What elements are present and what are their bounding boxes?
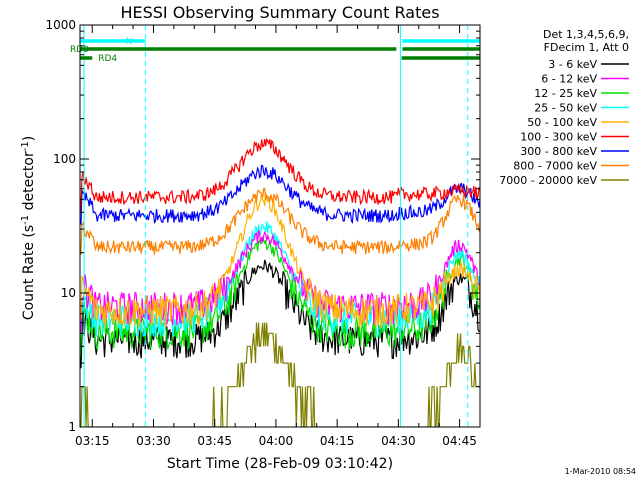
legend-entry: 7000 - 20000 keV (499, 174, 629, 187)
footer-date: 1-Mar-2010 08:54 (565, 467, 636, 476)
y-tick-label: 1 (68, 420, 76, 434)
legend-entry: 12 - 25 keV (534, 87, 629, 100)
y-axis-label: Count Rate (s-1 detector-1) (20, 136, 37, 320)
legend-label: 3 - 6 keV (548, 58, 597, 71)
series-line-800-7000-keV (80, 187, 480, 256)
legend-entry: 300 - 800 keV (520, 145, 629, 158)
legend-label: 12 - 25 keV (534, 87, 597, 100)
legend-entry: 100 - 300 keV (520, 131, 629, 144)
x-tick-label: 04:45 (442, 434, 477, 448)
series-line-300-800-keV (80, 164, 480, 226)
x-tick-label: 03:15 (75, 434, 110, 448)
y-tick-label: 10 (61, 286, 76, 300)
legend-header-line-2: FDecim 1, Att 0 (544, 41, 629, 54)
legend-label: 25 - 50 keV (534, 102, 597, 115)
legend-entry: 50 - 100 keV (527, 116, 629, 129)
series-layer (80, 137, 480, 427)
x-tick-label: 03:45 (197, 434, 232, 448)
legend-label: 6 - 12 keV (541, 73, 597, 86)
y-tick-label: 100 (53, 152, 76, 166)
x-tick-label: 04:15 (320, 434, 355, 448)
chart-title: HESSI Observing Summary Count Rates (120, 3, 439, 22)
x-axis-label: Start Time (28-Feb-09 03:10:42) (167, 456, 393, 472)
x-tick-label: 03:30 (136, 434, 171, 448)
series-line-50-100-keV (80, 191, 480, 329)
legend-header-line-1: Det 1,3,4,5,6,9, (543, 28, 629, 41)
legend-label: 7000 - 20000 keV (499, 174, 597, 187)
x-tick-label: 04:00 (259, 434, 294, 448)
legend-entry: 25 - 50 keV (534, 102, 629, 115)
plot-frame (79, 24, 481, 428)
legend-label: 50 - 100 keV (527, 116, 597, 129)
legend-entry: 800 - 7000 keV (513, 160, 629, 173)
series-line-7000-20000-keV (80, 322, 480, 427)
x-tick-label: 04:30 (381, 434, 416, 448)
legend-entry: 6 - 12 keV (541, 73, 629, 86)
flag-label-N: N (126, 37, 133, 47)
legend-entry: 3 - 6 keV (548, 58, 629, 71)
legend-label: 300 - 800 keV (520, 145, 597, 158)
flag-label-RD4: RD4 (98, 54, 117, 64)
y-tick-label: 1000 (45, 18, 76, 32)
legend-label: 100 - 300 keV (520, 131, 597, 144)
legend-label: 800 - 7000 keV (513, 160, 597, 173)
series-line-100-300-keV (80, 137, 480, 216)
